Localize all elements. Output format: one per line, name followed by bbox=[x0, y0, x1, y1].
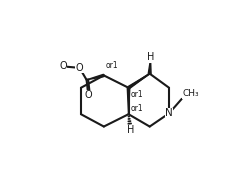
Text: or1: or1 bbox=[131, 104, 143, 113]
Text: or1: or1 bbox=[131, 89, 143, 99]
Text: or1: or1 bbox=[106, 61, 118, 70]
Text: O: O bbox=[76, 63, 83, 73]
Text: CH₃: CH₃ bbox=[182, 89, 199, 98]
Text: O: O bbox=[84, 90, 92, 100]
Polygon shape bbox=[86, 74, 104, 80]
Text: H: H bbox=[147, 52, 154, 62]
Text: O: O bbox=[59, 61, 67, 71]
Text: N: N bbox=[165, 108, 173, 118]
Text: H: H bbox=[126, 125, 134, 135]
Polygon shape bbox=[127, 88, 130, 114]
Polygon shape bbox=[148, 59, 151, 74]
Polygon shape bbox=[128, 74, 150, 89]
